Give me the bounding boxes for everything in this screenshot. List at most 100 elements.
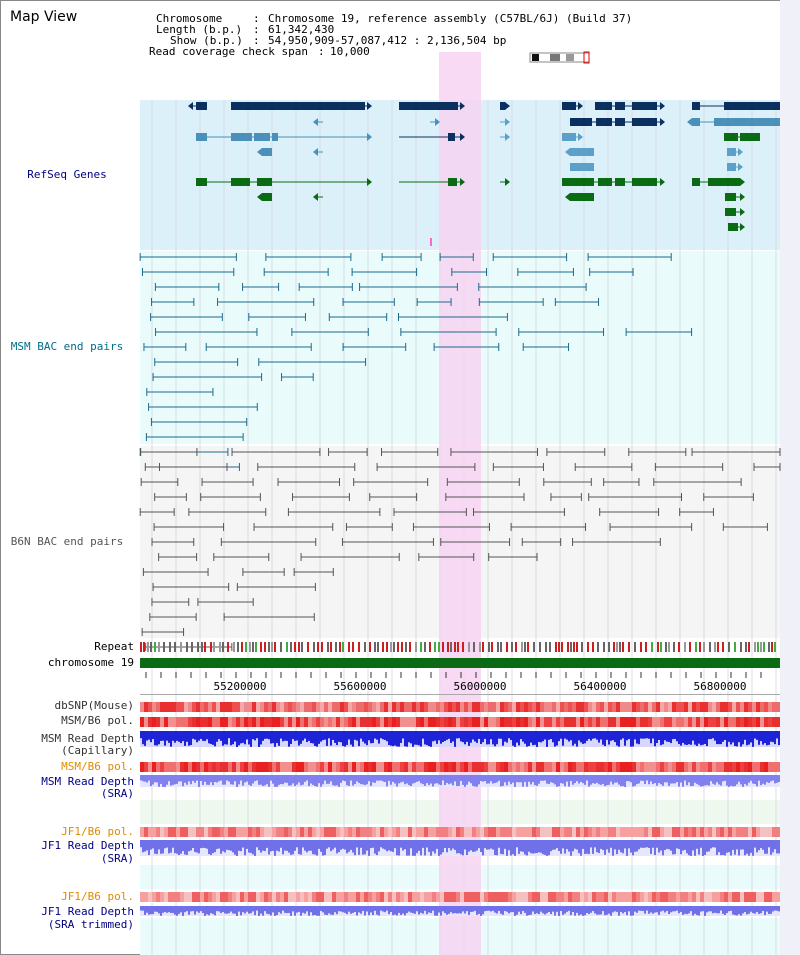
track-label-b6n-bac[interactable]: B6N BAC end pairs [10, 535, 124, 548]
depth-bar [464, 731, 466, 745]
depth-bar [558, 840, 560, 852]
depth-bar [242, 775, 244, 786]
depth-bar [384, 731, 386, 740]
depth-bar [406, 906, 408, 913]
repeat-element [140, 642, 142, 652]
depth-bar [194, 731, 196, 740]
depth-bar [284, 906, 286, 913]
heat-cell [384, 892, 388, 902]
heat-cell [724, 827, 728, 837]
heat-cell [580, 892, 584, 902]
depth-bar [476, 840, 478, 851]
depth-bar [374, 775, 376, 783]
heat-cell [164, 717, 168, 727]
ruler-label: 55600000 [334, 680, 387, 693]
depth-bar [520, 906, 522, 915]
depth-bar [274, 906, 276, 916]
heat-cell [488, 827, 492, 837]
depth-bar [478, 906, 480, 914]
heat-cell [688, 702, 692, 712]
depth-bar [598, 840, 600, 854]
depth-bar [700, 906, 702, 912]
heat-cell [428, 892, 432, 902]
depth-bar [426, 840, 428, 848]
depth-bar [624, 775, 626, 787]
heat-cell [192, 892, 196, 902]
gene-exon [692, 178, 700, 186]
depth-bar [656, 840, 658, 848]
heat-cell [152, 702, 156, 712]
heat-cell [432, 762, 436, 772]
heat-cell [212, 717, 216, 727]
track-label-msm-depth-capillary[interactable]: MSM Read Depth [41, 732, 134, 745]
heat-cell [652, 762, 656, 772]
heat-cell [528, 702, 532, 712]
depth-bar [246, 775, 248, 782]
depth-bar [344, 906, 346, 913]
depth-bar [332, 731, 334, 740]
depth-bar [410, 840, 412, 849]
track-label-chromosome[interactable]: chromosome 19 [47, 656, 134, 669]
heat-cell [160, 827, 164, 837]
track-label-msm-pol-2[interactable]: MSM/B6 pol. [61, 760, 134, 773]
gene-arrow [660, 178, 665, 186]
track-label-jf1-depth-trimmed[interactable]: JF1 Read Depth [41, 905, 134, 918]
heat-cell [184, 702, 188, 712]
depth-bar [328, 840, 330, 848]
track-label-msm-pol-1[interactable]: MSM/B6 pol. [61, 714, 134, 727]
heat-cell [664, 702, 668, 712]
heat-cell [452, 702, 456, 712]
heat-cell [316, 717, 320, 727]
depth-bar [410, 775, 412, 787]
heat-cell [644, 827, 648, 837]
heat-cell [528, 762, 532, 772]
heat-cell [140, 827, 144, 837]
repeat-element [307, 642, 309, 652]
heat-cell [300, 892, 304, 902]
depth-bar [724, 731, 726, 740]
depth-bar [672, 775, 674, 784]
track-label-dbsnp[interactable]: dbSNP(Mouse) [54, 699, 134, 712]
heat-cell [252, 827, 256, 837]
depth-bar [776, 906, 778, 911]
heat-cell [376, 717, 380, 727]
heat-cell [588, 892, 592, 902]
heat-cell [564, 702, 568, 712]
heat-cell [620, 702, 624, 712]
heat-cell [632, 892, 636, 902]
depth-bar [178, 906, 180, 914]
depth-bar [648, 840, 650, 848]
gene-arrow [738, 163, 743, 171]
track-label-msm-depth-sra[interactable]: MSM Read Depth [41, 775, 134, 788]
depth-bar [378, 775, 380, 781]
depth-bar [750, 840, 752, 853]
depth-bar [636, 775, 638, 785]
depth-bar [160, 840, 162, 854]
depth-bar [496, 775, 498, 783]
position-ruler: 55200000 55600000 56000000 56400000 56800000 [140, 672, 780, 695]
heat-cell [400, 827, 404, 837]
heat-cell [584, 762, 588, 772]
depth-bar [606, 840, 608, 850]
depth-bar [620, 731, 622, 740]
heat-cell [232, 827, 236, 837]
heat-cell [536, 702, 540, 712]
track-label-repeat[interactable]: Repeat [94, 640, 134, 653]
track-label-jf1-pol-2[interactable]: JF1/B6 pol. [61, 890, 134, 903]
depth-bar [768, 840, 770, 848]
heat-cell [456, 717, 460, 727]
track-label-jf1-pol-1[interactable]: JF1/B6 pol. [61, 825, 134, 838]
heat-cell [288, 717, 292, 727]
heat-cell [428, 717, 432, 727]
heat-cell [600, 702, 604, 712]
track-label-jf1-depth-sra[interactable]: JF1 Read Depth [41, 839, 134, 852]
track-label-refseq[interactable]: RefSeq Genes [27, 168, 107, 181]
depth-bar [244, 906, 246, 914]
heat-cell [352, 717, 356, 727]
heat-cell [304, 702, 308, 712]
depth-bar [754, 731, 756, 739]
heat-cell [592, 702, 596, 712]
track-label-msm-bac[interactable]: MSM BAC end pairs [10, 340, 124, 353]
heat-cell [440, 762, 444, 772]
